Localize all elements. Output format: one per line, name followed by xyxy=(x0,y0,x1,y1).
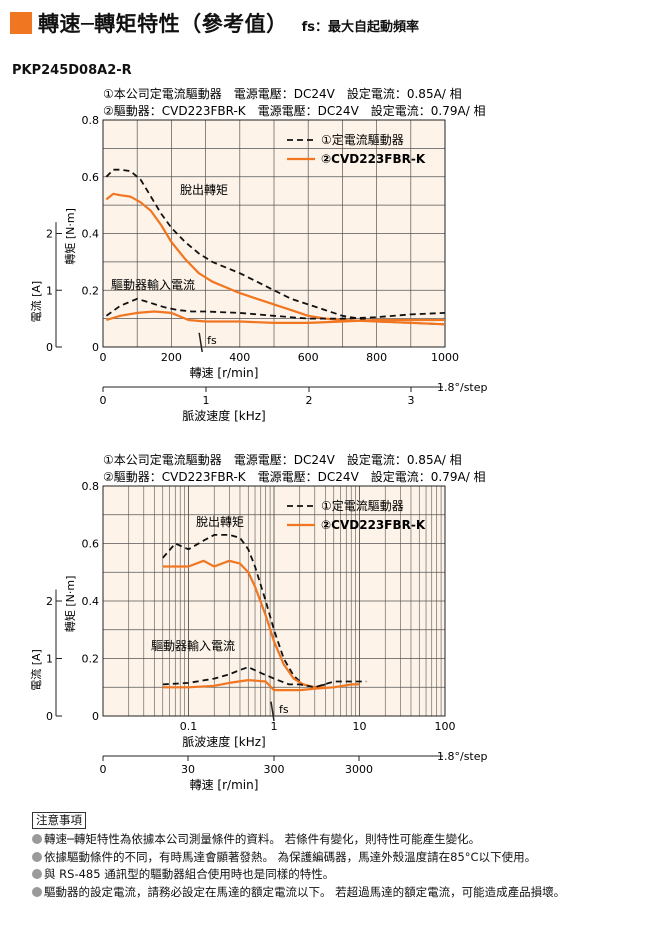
chart-log: ①本公司定電流驅動器 電源電壓：DC24V 設定電流：0.85A/ 相 ②驅動器：… xyxy=(29,452,488,792)
secondary-tick-label: 300 xyxy=(264,763,285,776)
y-tick-label: 0.8 xyxy=(82,480,100,493)
current-tick-label: 2 xyxy=(46,228,53,241)
legend-label: ①定電流驅動器 xyxy=(321,132,404,147)
secondary-tick-label: 3000 xyxy=(345,763,373,776)
bullet-icon xyxy=(32,851,42,862)
x-axis-label: 轉速 [r/min] xyxy=(190,366,259,380)
chart-condition-line: ②驅動器：CVD223FBR-K 電源電壓：DC24V 設定電流：0.79A/ … xyxy=(103,103,486,118)
model-number: PKP245D08A2-R xyxy=(12,63,132,78)
x-tick-label: 0.1 xyxy=(180,720,198,733)
current-curve-cvd xyxy=(162,679,360,692)
secondary-tick-label: 1 xyxy=(203,394,210,407)
x-tick-label: 600 xyxy=(298,351,319,364)
note-item: 驅動器的設定電流，請務必設定在馬達的額定電流以下。 若超過馬達的額定電流，可能造… xyxy=(32,884,565,902)
y-tick-label: 0.2 xyxy=(82,284,100,297)
bullet-icon xyxy=(32,869,42,879)
legend-label: ②CVD223FBR-K xyxy=(321,152,426,166)
secondary-tick-label: 30 xyxy=(181,763,195,776)
secondary-tick-label: 0 xyxy=(100,394,107,407)
current-axis-label: 電流 [A] xyxy=(29,281,43,323)
fs-label: fs xyxy=(207,334,217,347)
chart-condition-line: ①本公司定電流驅動器 電源電壓：DC24V 設定電流：0.85A/ 相 xyxy=(103,452,462,467)
current-axis-label: 電流 [A] xyxy=(29,649,43,691)
pullout-torque-label: 脫出轉矩 xyxy=(180,182,228,197)
current-tick-label: 2 xyxy=(46,595,53,608)
current-tick-label: 1 xyxy=(46,653,53,666)
current-curve-cvd xyxy=(106,310,445,324)
input-current-label: 驅動器輸入電流 xyxy=(111,277,195,292)
y-tick-label: 0.2 xyxy=(82,653,100,666)
legend-label: ①定電流驅動器 xyxy=(321,498,404,513)
x-tick-label: 400 xyxy=(229,351,250,364)
secondary-tick-label: 2 xyxy=(306,394,313,407)
legend-label: ②CVD223FBR-K xyxy=(321,518,426,532)
y-tick-label: 0 xyxy=(92,710,99,723)
page-title: 轉速─轉矩特性（參考值） xyxy=(38,12,288,36)
bullet-icon xyxy=(32,886,42,897)
y-tick-label: 0.4 xyxy=(82,595,100,608)
x-tick-label: 1 xyxy=(271,720,278,733)
torque-curve-cvd xyxy=(162,559,326,689)
x-tick-label: 10 xyxy=(353,720,367,733)
note-item: 依據驅動條件的不同，有時馬達會顯著發熱。 為保護編碼器，馬達外殼溫度請在85°C… xyxy=(32,849,565,867)
secondary-tick-label: 0 xyxy=(100,763,107,776)
x-axis-label: 脈波速度 [kHz] xyxy=(182,734,265,749)
plot-frame xyxy=(102,485,446,717)
current-tick-label: 1 xyxy=(46,284,53,297)
chart-condition-line: ①本公司定電流驅動器 電源電壓：DC24V 設定電流：0.85A/ 相 xyxy=(103,86,462,101)
current-curve-constant-current xyxy=(162,666,367,689)
x-tick-label: 100 xyxy=(435,720,456,733)
torque-axis-label: 轉矩 [N·m] xyxy=(64,576,77,633)
secondary-axis-unit: 1.8°/step xyxy=(437,750,488,763)
notes-section: 注意事項 轉速─轉矩特性為依據本公司測量條件的資料。 若條件有變化，則特性可能產… xyxy=(32,812,565,901)
fs-label: fs xyxy=(279,703,289,716)
page-subtitle: fs：最大自起動頻率 xyxy=(301,19,420,35)
plot-frame xyxy=(102,119,446,348)
x-tick-label: 1000 xyxy=(431,351,459,364)
y-tick-label: 0.6 xyxy=(82,171,100,184)
secondary-axis-label: 脈波速度 [kHz] xyxy=(182,408,265,423)
secondary-axis-unit: 1.8°/step xyxy=(437,381,488,394)
x-tick-label: 800 xyxy=(366,351,387,364)
torque-curve-constant-current xyxy=(162,534,326,689)
secondary-axis-label: 轉速 [r/min] xyxy=(190,778,259,792)
y-tick-label: 0.8 xyxy=(82,114,100,127)
pullout-torque-label: 脫出轉矩 xyxy=(196,514,244,529)
y-tick-label: 0.6 xyxy=(82,538,100,551)
chart-linear: ①本公司定電流驅動器 電源電壓：DC24V 設定電流：0.85A/ 相 ②驅動器：… xyxy=(29,86,488,423)
torque-curve-constant-current xyxy=(105,168,446,326)
accent-square xyxy=(10,12,32,34)
note-item: 與 RS-485 通訊型的驅動器組合使用時也是同樣的特性。 xyxy=(32,866,565,884)
input-current-label: 驅動器輸入電流 xyxy=(151,638,235,653)
chart-condition-line: ②驅動器：CVD223FBR-K 電源電壓：DC24V 設定電流：0.79A/ … xyxy=(103,469,486,484)
fs-marker xyxy=(198,332,203,353)
current-tick-label: 0 xyxy=(46,341,53,354)
bullet-icon xyxy=(32,834,42,844)
x-tick-label: 200 xyxy=(161,351,182,364)
fs-marker xyxy=(270,701,275,722)
secondary-tick-label: 3 xyxy=(408,394,415,407)
x-tick-label: 0 xyxy=(100,351,107,364)
y-tick-label: 0.4 xyxy=(82,228,100,241)
notes-title: 注意事項 xyxy=(32,812,86,829)
page-header: 轉速─轉矩特性（參考值） fs：最大自起動頻率 xyxy=(10,6,419,40)
note-item: 轉速─轉矩特性為依據本公司測量條件的資料。 若條件有變化，則特性可能產生變化。 xyxy=(32,831,565,849)
y-tick-label: 0 xyxy=(92,341,99,354)
current-tick-label: 0 xyxy=(46,710,53,723)
torque-axis-label: 轉矩 [N·m] xyxy=(64,208,77,265)
current-curve-constant-current xyxy=(105,297,446,320)
